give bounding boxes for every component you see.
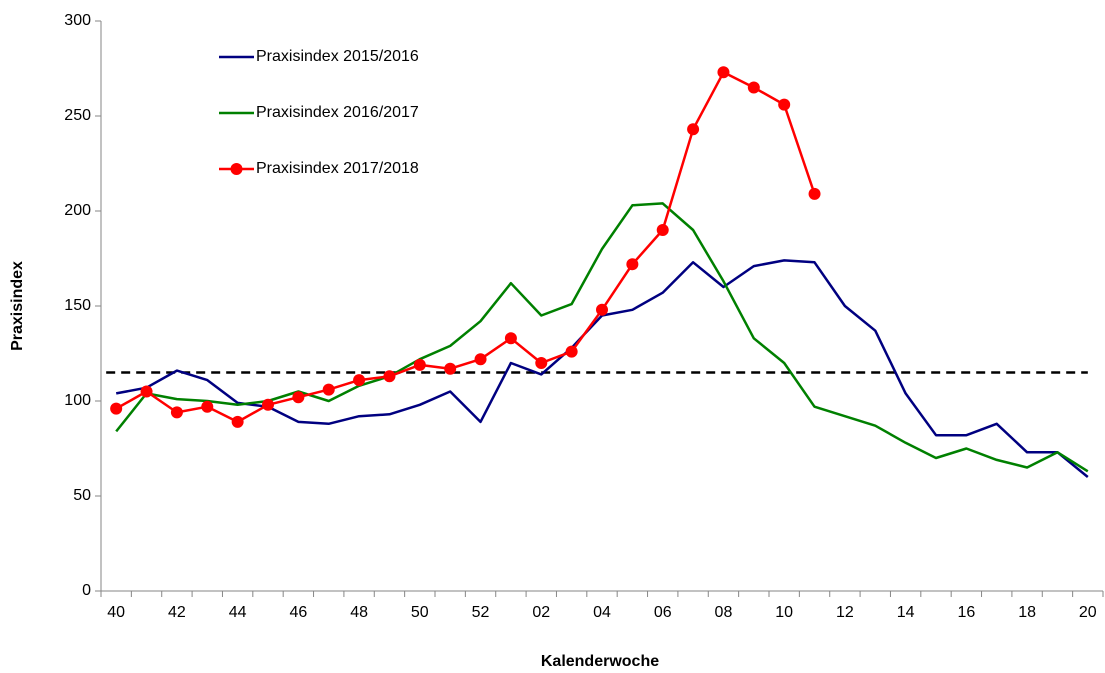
- y-tick-label: 300: [64, 12, 91, 29]
- data-point: [110, 402, 123, 415]
- y-tick-label: 150: [64, 297, 91, 314]
- x-tick-label: 44: [229, 604, 247, 621]
- x-axis-title: Kalenderwoche: [541, 653, 659, 670]
- series-line: [115, 259, 1089, 478]
- y-tick-label: 200: [64, 202, 91, 219]
- data-point: [504, 332, 517, 345]
- data-point: [778, 98, 791, 111]
- data-point: [413, 358, 426, 371]
- data-point: [626, 258, 639, 271]
- x-tick-label: 42: [168, 604, 186, 621]
- x-tick-label: 18: [1018, 604, 1036, 621]
- x-tick-label: 40: [107, 604, 125, 621]
- data-point: [383, 370, 396, 383]
- x-tick-label: 08: [715, 604, 733, 621]
- x-tick-label: 48: [350, 604, 368, 621]
- data-point: [292, 391, 305, 404]
- data-point: [262, 398, 274, 411]
- x-tick-label: 50: [411, 604, 429, 621]
- series-line: [115, 71, 816, 424]
- y-tick-label: 50: [73, 487, 91, 504]
- x-tick-label: 12: [836, 604, 854, 621]
- data-point: [808, 187, 821, 200]
- x-tick-label: 20: [1079, 604, 1097, 621]
- x-tick-label: 14: [897, 604, 915, 621]
- x-tick-label: 04: [593, 604, 611, 621]
- x-tick-label: 10: [775, 604, 793, 621]
- series-line: [115, 202, 1089, 473]
- data-point: [201, 400, 214, 413]
- legend-label: Praxisindex 2015/2016: [256, 48, 419, 65]
- data-point: [656, 224, 669, 236]
- data-point: [444, 362, 457, 375]
- y-tick-label: 250: [64, 107, 91, 124]
- data-point: [747, 81, 760, 94]
- y-tick-label: 0: [82, 582, 91, 599]
- data-point: [687, 123, 700, 136]
- data-point: [717, 66, 730, 79]
- x-tick-label: 52: [472, 604, 490, 621]
- data-point: [322, 383, 335, 396]
- x-tick-label: 46: [289, 604, 307, 621]
- y-axis-title: Praxisindex: [9, 261, 26, 351]
- data-point: [140, 385, 153, 398]
- legend-marker: [230, 163, 243, 175]
- legend-label: Praxisindex 2017/2018: [256, 160, 419, 177]
- x-tick-label: 06: [654, 604, 672, 621]
- x-tick-label: 02: [532, 604, 550, 621]
- y-tick-label: 100: [64, 392, 91, 409]
- data-point: [170, 406, 183, 419]
- data-point: [474, 353, 487, 366]
- data-point: [353, 374, 366, 387]
- data-point: [565, 345, 578, 358]
- legend-label: Praxisindex 2016/2017: [256, 104, 419, 121]
- data-point: [596, 303, 608, 316]
- data-point: [231, 415, 244, 428]
- x-tick-label: 16: [957, 604, 975, 621]
- data-point: [535, 357, 548, 369]
